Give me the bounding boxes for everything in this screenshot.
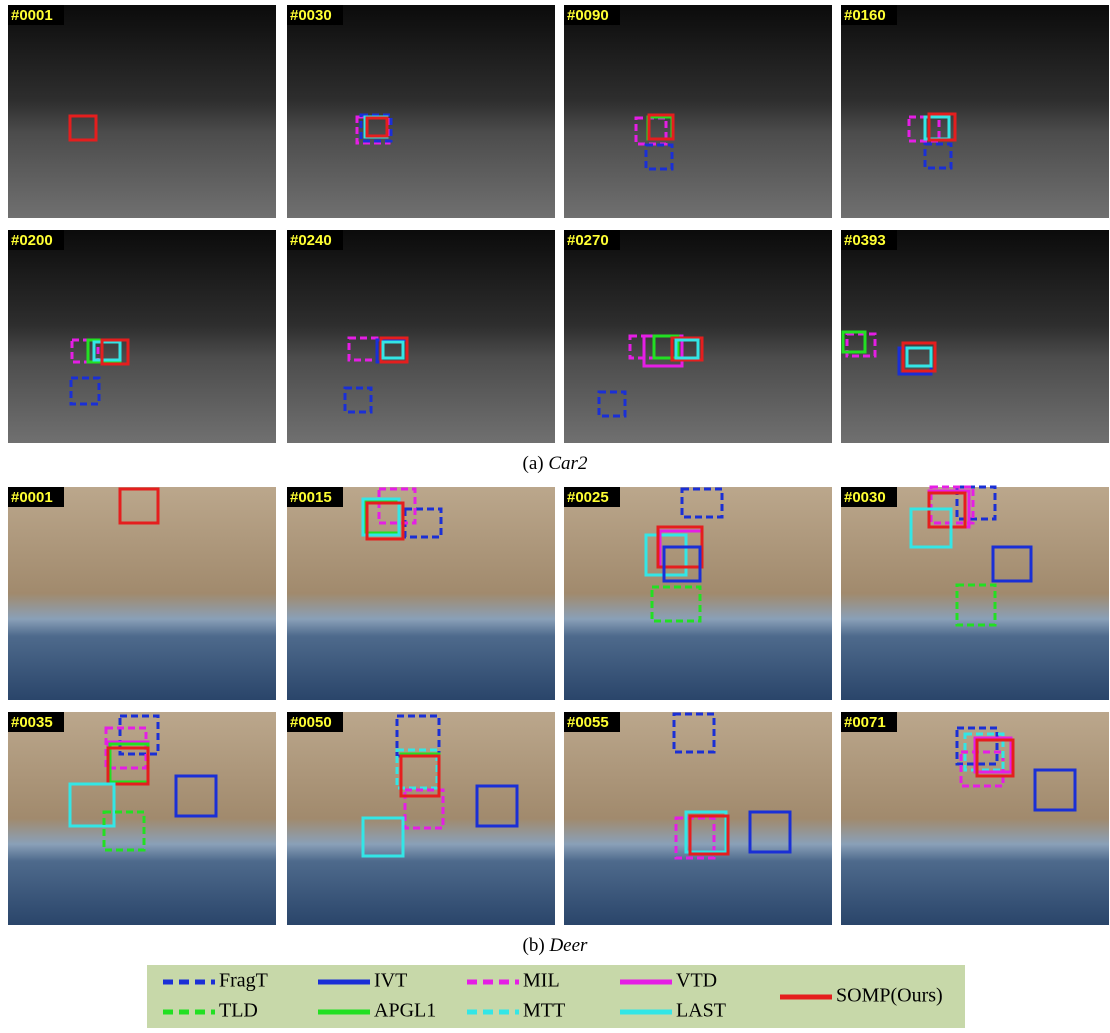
frame-image [8, 5, 276, 218]
frame-image [8, 230, 276, 443]
frame-label: #0200 [11, 232, 53, 249]
legend-label: APGL1 [374, 1000, 436, 1022]
frame-label: #0270 [567, 232, 609, 249]
frame-image [564, 5, 832, 218]
frame-label: #0015 [290, 489, 332, 506]
caption: (b) Deer [523, 935, 588, 956]
frame-label: #0090 [567, 7, 609, 24]
frame-label: #0030 [844, 489, 886, 506]
frame: #0393 [841, 230, 1109, 443]
caption-label: (b) [523, 935, 545, 956]
frame: #0270 [564, 230, 832, 443]
legend-label: MTT [523, 1000, 565, 1022]
frame-image [564, 487, 832, 700]
frame: #0240 [287, 230, 555, 443]
frame-label: #0071 [844, 714, 886, 731]
frame: #0071 [841, 712, 1109, 925]
legend-label: MIL [523, 970, 560, 992]
legend-label: VTD [676, 970, 717, 992]
frame: #0015 [287, 487, 555, 700]
frame-label: #0001 [11, 489, 53, 506]
frame: #0200 [8, 230, 276, 443]
frame: #0001 [8, 487, 276, 700]
frame-image [841, 5, 1109, 218]
frame-image [287, 230, 555, 443]
frame: #0050 [287, 712, 555, 925]
frame-label: #0240 [290, 232, 332, 249]
frame-label: #0055 [567, 714, 609, 731]
frame-label: #0025 [567, 489, 609, 506]
legend-label: FragT [219, 970, 268, 992]
frame: #0055 [564, 712, 832, 925]
legend-label: SOMP(Ours) [836, 985, 943, 1007]
frame-image [8, 487, 276, 700]
caption: (a) Car2 [523, 453, 588, 474]
frame-image [841, 230, 1109, 443]
frame-image [287, 487, 555, 700]
frame: #0160 [841, 5, 1109, 218]
frame: #0090 [564, 5, 832, 218]
frame: #0030 [841, 487, 1109, 700]
figure: #0001 #0030 #0090 #0160 #0200 #0240 #0270 #0393… [0, 0, 1110, 1033]
legend-label: IVT [374, 970, 407, 992]
frame-label: #0035 [11, 714, 53, 731]
frame-label: #0160 [844, 7, 886, 24]
caption-name: Car2 [548, 453, 588, 474]
frame-label: #0050 [290, 714, 332, 731]
legend-label: TLD [219, 1000, 258, 1022]
frame: #0030 [287, 5, 555, 218]
frame-label: #0393 [844, 232, 886, 249]
frame: #0001 [8, 5, 276, 218]
frame-image [287, 712, 555, 925]
frame: #0035 [8, 712, 276, 925]
frame-image [287, 5, 555, 218]
legend-label: LAST [676, 1000, 726, 1022]
frame-label: #0030 [290, 7, 332, 24]
caption-label: (a) [523, 453, 544, 474]
frame: #0025 [564, 487, 832, 700]
frame-label: #0001 [11, 7, 53, 24]
caption-name: Deer [548, 935, 588, 956]
